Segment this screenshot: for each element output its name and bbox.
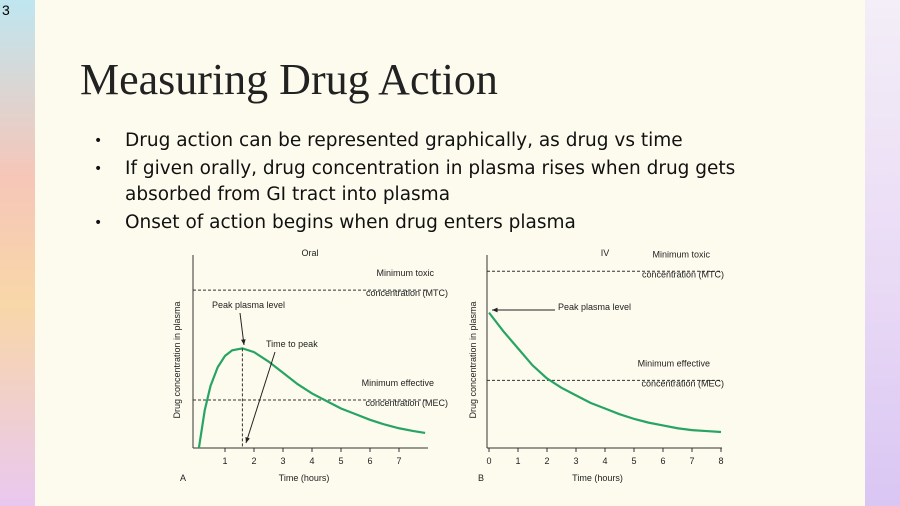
slide-number: 3 xyxy=(2,2,10,18)
x-tick-label: 4 xyxy=(602,456,607,466)
slide xyxy=(35,0,865,506)
x-tick-label: 2 xyxy=(251,456,256,466)
x-axis-label: Time (hours) xyxy=(279,473,330,483)
x-tick-label: 6 xyxy=(660,456,665,466)
bullet: If given orally, drug concentration in p… xyxy=(90,156,740,208)
x-tick-label: 7 xyxy=(689,456,694,466)
arrow-head xyxy=(240,339,246,345)
y-axis-label: Drug concentration in plasma xyxy=(468,301,478,418)
arrow-head xyxy=(245,437,250,443)
reference-label: concentration (MEC) xyxy=(641,378,724,388)
panel-label: A xyxy=(180,473,186,483)
chart-title: IV xyxy=(601,248,610,258)
panel-label: B xyxy=(478,473,484,483)
reference-label: Minimum toxic xyxy=(376,268,434,278)
x-tick-label: 8 xyxy=(718,456,723,466)
bullet-list: Drug action can be represented graphical… xyxy=(90,128,740,238)
reference-label: concentration (MEC) xyxy=(365,398,448,408)
decor xyxy=(865,0,900,506)
x-tick-label: 5 xyxy=(631,456,636,466)
reference-label: concentration (MTC) xyxy=(366,288,448,298)
annotation: Peak plasma level xyxy=(212,300,285,310)
y-axis-label: Drug concentration in plasma xyxy=(172,301,182,418)
bullet: Drug action can be represented graphical… xyxy=(90,128,740,154)
arrow-head xyxy=(492,307,498,313)
data-line xyxy=(197,347,426,449)
reference-label: Minimum toxic xyxy=(652,249,710,259)
x-tick-label: 7 xyxy=(396,456,401,466)
x-tick-label: 1 xyxy=(515,456,520,466)
x-axis-label: Time (hours) xyxy=(572,473,623,483)
chart-title: Oral xyxy=(301,248,318,258)
x-tick-label: 3 xyxy=(280,456,285,466)
arrow xyxy=(245,351,276,444)
x-tick-label: 5 xyxy=(338,456,343,466)
annotation: Time to peak xyxy=(266,339,318,349)
annotation: Peak plasma level xyxy=(558,302,631,312)
x-tick-label: 2 xyxy=(544,456,549,466)
data-line xyxy=(488,311,722,434)
x-tick-label: 4 xyxy=(309,456,314,466)
reference-label: Minimum effective xyxy=(638,358,710,368)
reference-label: Minimum effective xyxy=(362,378,434,388)
bullet: Onset of action begins when drug enters … xyxy=(90,210,740,236)
x-tick-label: 3 xyxy=(573,456,578,466)
x-tick-label: 6 xyxy=(367,456,372,466)
x-tick-label: 0 xyxy=(486,456,491,466)
reference-label: concentration (MTC) xyxy=(642,269,724,279)
x-tick-label: 1 xyxy=(222,456,227,466)
slide-title: Measuring Drug Action xyxy=(80,55,498,104)
